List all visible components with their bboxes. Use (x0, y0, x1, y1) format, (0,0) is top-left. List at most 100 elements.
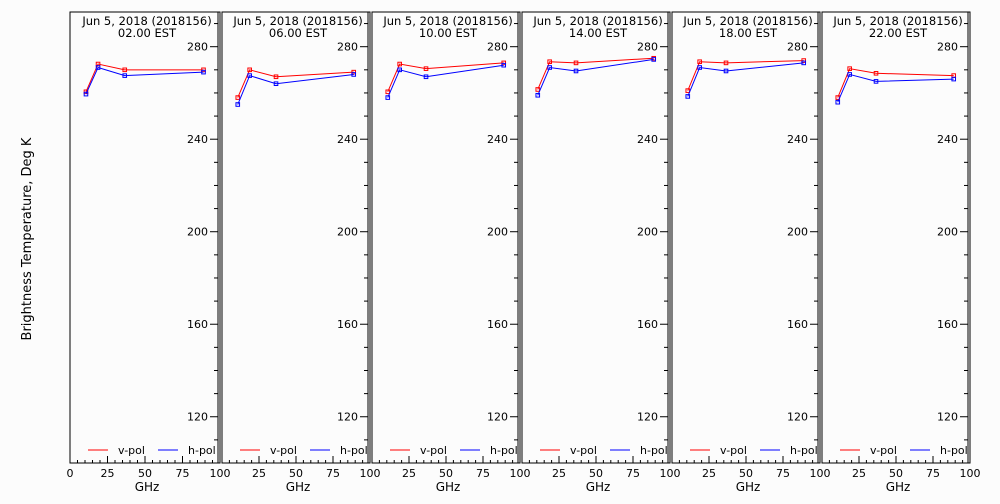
x-tick-label: 25 (101, 467, 115, 480)
y-tick-label: 120 (487, 411, 508, 424)
y-tick-label: 200 (787, 226, 808, 239)
y-tick-label: 160 (187, 318, 208, 331)
data-point-h-pol (273, 81, 279, 86)
x-tick-label: 100 (810, 467, 831, 480)
legend-label-h-pol: h-pol (188, 444, 216, 457)
x-tick-label: 25 (252, 467, 266, 480)
y-tick-label: 240 (487, 133, 508, 146)
data-point-v-pol (247, 67, 252, 73)
y-tick-label: 120 (787, 411, 808, 424)
legend-label-v-pol: v-pol (870, 444, 897, 457)
data-point-v-pol (573, 60, 579, 66)
data-point-v-pol (685, 88, 691, 93)
data-point-h-pol (573, 68, 579, 74)
series-line-v-pol (537, 57, 654, 90)
panel-subtitle: 14.00 EST (569, 26, 628, 40)
data-point-h-pol (535, 92, 541, 98)
data-point-v-pol (873, 70, 879, 76)
x-tick-label: 25 (702, 467, 716, 480)
x-tick-label: 100 (210, 467, 231, 480)
panel-title: Jun 5, 2018 (2018156) (532, 14, 662, 28)
panel-frame (221, 11, 371, 464)
chart-panel-4: Jun 5, 2018 (2018156)14.00 EST 120 160 200 2… (521, 11, 681, 494)
y-tick-label: 160 (787, 318, 808, 331)
series-line-v-pol (237, 69, 354, 98)
x-tick-label: 50 (289, 467, 303, 480)
panel-frame (521, 11, 671, 464)
y-tick-label: 280 (187, 41, 208, 54)
panel-frame (821, 11, 971, 464)
data-point-h-pol (801, 60, 807, 66)
panel-subtitle: 22.00 EST (869, 26, 928, 40)
y-tick-label: 200 (337, 226, 358, 239)
x-tick-label: 75 (326, 467, 340, 480)
x-axis-label: GHz (586, 480, 611, 494)
panel-frame (371, 11, 521, 464)
data-point-v-pol (385, 89, 391, 95)
x-tick-label: 75 (476, 467, 490, 480)
y-tick-label: 240 (787, 133, 808, 146)
series-line-h-pol (85, 66, 204, 95)
y-tick-label: 240 (637, 133, 658, 146)
x-tick-label: 75 (626, 467, 640, 480)
y-tick-label: 160 (637, 318, 658, 331)
data-point-v-pol (723, 60, 729, 66)
x-tick-label: 100 (660, 467, 681, 480)
panel-frame (69, 11, 221, 464)
y-tick-label: 160 (337, 318, 358, 331)
y-tick-label: 280 (337, 41, 358, 54)
data-point-h-pol (697, 65, 702, 70)
x-tick-label: 25 (552, 467, 566, 480)
data-point-v-pol (273, 74, 279, 80)
y-tick-label: 280 (637, 41, 658, 54)
series-line-h-pol (387, 64, 504, 98)
x-tick-label: 50 (889, 467, 903, 480)
data-point-v-pol (397, 61, 402, 67)
data-point-v-pol (122, 67, 128, 73)
data-point-h-pol (685, 94, 691, 99)
chart-panel-2: Jun 5, 2018 (2018156)06.00 EST 120 160 200 2… (221, 11, 381, 494)
data-point-h-pol (835, 99, 841, 105)
y-tick-label: 280 (787, 41, 808, 54)
panel-subtitle: 06.00 EST (269, 26, 328, 40)
x-tick-label: 25 (852, 467, 866, 480)
data-point-h-pol (951, 76, 957, 82)
data-point-h-pol (247, 73, 252, 78)
data-point-h-pol (83, 91, 89, 97)
y-tick-label: 280 (937, 41, 958, 54)
x-tick-label: 75 (926, 467, 940, 480)
x-tick-label: 50 (439, 467, 453, 480)
data-point-v-pol (235, 95, 241, 100)
data-point-h-pol (847, 72, 852, 77)
chart-panel-3: Jun 5, 2018 (2018156)10.00 EST 120 160 200 2… (371, 11, 531, 494)
series-line-h-pol (237, 73, 354, 105)
x-tick-label: 0 (67, 467, 74, 480)
data-point-v-pol (201, 67, 206, 73)
panel-subtitle: 18.00 EST (719, 26, 778, 40)
chart-panel-5: Jun 5, 2018 (2018156)18.00 EST 120 160 200 2… (671, 11, 831, 494)
data-point-h-pol (122, 73, 128, 78)
y-tick-label: 120 (937, 411, 958, 424)
panel-title: Jun 5, 2018 (2018156) (81, 14, 211, 28)
data-point-h-pol (723, 68, 729, 74)
legend-label-h-pol: h-pol (940, 444, 968, 457)
y-tick-label: 160 (937, 318, 958, 331)
data-point-v-pol (423, 66, 429, 71)
data-point-h-pol (423, 74, 429, 80)
panel-frame (671, 11, 821, 464)
x-tick-label: 25 (402, 467, 416, 480)
y-tick-label: 240 (187, 133, 208, 146)
series-line-v-pol (85, 63, 204, 92)
panel-title: Jun 5, 2018 (2018156) (832, 14, 962, 28)
y-tick-label: 240 (937, 133, 958, 146)
legend-label-v-pol: v-pol (720, 444, 747, 457)
y-axis-label: Brightness Temperature, Deg K (20, 137, 35, 340)
data-point-v-pol (351, 69, 357, 75)
data-point-v-pol (847, 66, 852, 71)
y-tick-label: 120 (187, 411, 208, 424)
y-tick-label: 120 (637, 411, 658, 424)
data-point-h-pol (235, 102, 241, 107)
x-tick-label: 75 (776, 467, 790, 480)
x-axis-label: GHz (286, 480, 311, 494)
